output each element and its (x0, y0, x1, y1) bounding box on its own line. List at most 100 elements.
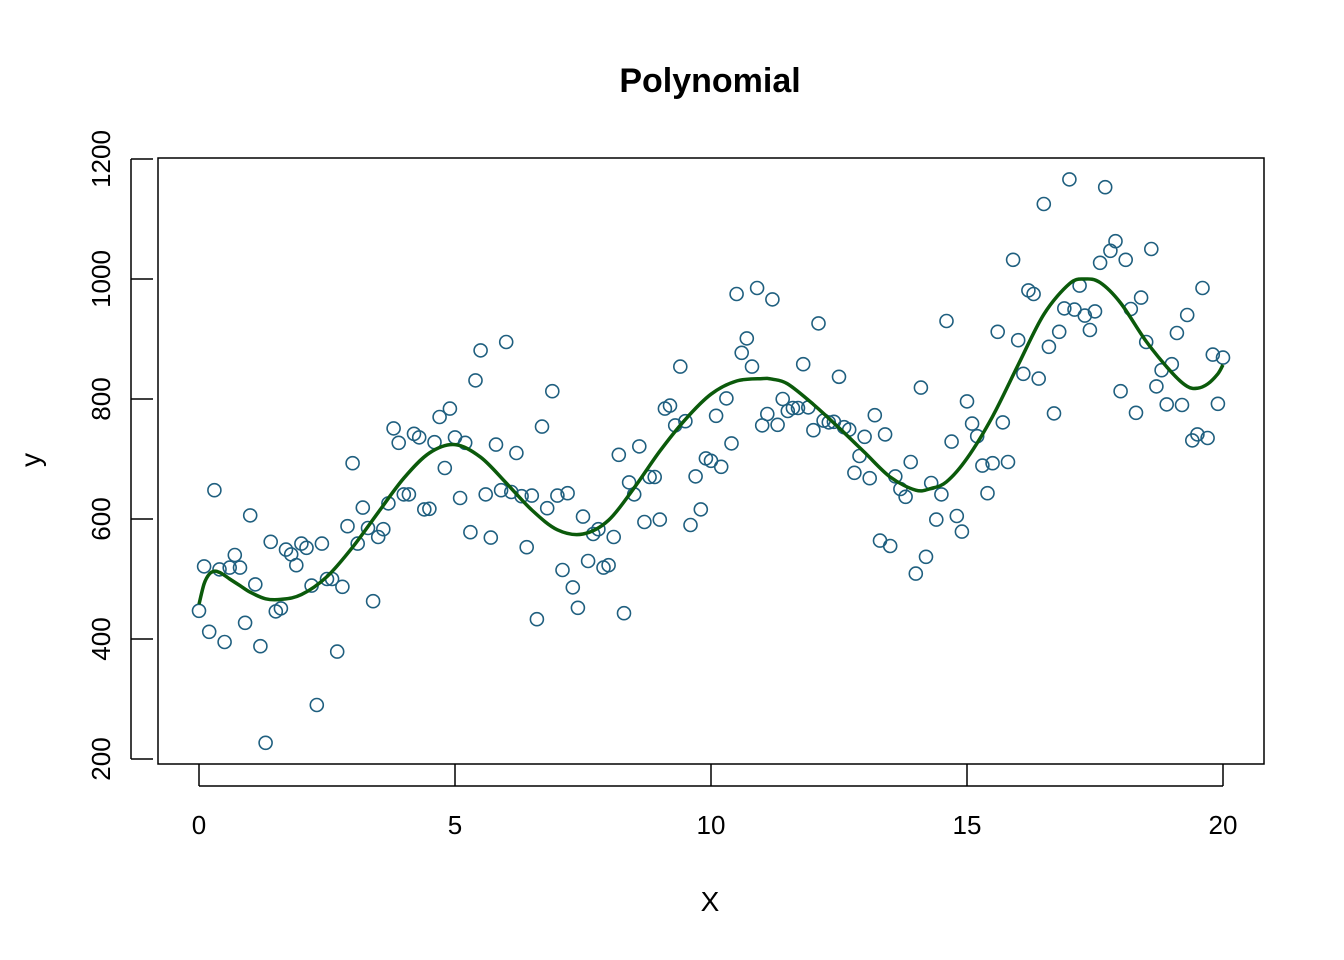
data-point (350, 536, 366, 551)
data-point (739, 331, 755, 346)
data-point (1031, 371, 1046, 386)
data-point (759, 406, 775, 422)
data-point (1057, 301, 1072, 316)
data-point (212, 562, 227, 577)
data-point (227, 547, 243, 563)
data-point (1118, 252, 1133, 268)
data-point (232, 560, 248, 575)
data-point (539, 500, 555, 516)
data-point (693, 502, 709, 517)
data-point (1036, 196, 1052, 212)
data-point (985, 455, 1000, 471)
data-point (1210, 396, 1226, 412)
y-tick-label: 1200 (86, 130, 116, 188)
data-point (1215, 350, 1231, 365)
fit-curve (197, 277, 1225, 605)
data-point (463, 524, 478, 540)
x-axis-label: X (701, 886, 720, 917)
y-axis-label: y (15, 453, 46, 467)
y-tick-label: 600 (86, 497, 116, 540)
y-tick-label: 200 (86, 737, 116, 780)
data-point (555, 562, 570, 578)
data-point (1113, 383, 1128, 399)
data-point (570, 600, 586, 616)
data-point (770, 417, 785, 433)
data-point (1010, 332, 1026, 348)
data-point (806, 422, 821, 438)
data-point (765, 292, 780, 307)
data-point (509, 445, 524, 461)
data-point (908, 566, 924, 581)
data-point (1190, 427, 1205, 442)
data-point (411, 430, 427, 445)
data-point (468, 373, 483, 388)
data-point (201, 624, 217, 640)
data-point (795, 356, 811, 372)
data-point (1015, 366, 1031, 382)
data-point (1179, 307, 1195, 323)
data-point (391, 435, 407, 451)
data-point (928, 512, 944, 527)
data-point (719, 391, 734, 406)
data-point (365, 593, 381, 609)
data-point (672, 359, 688, 374)
data-point (944, 434, 959, 449)
data-point (847, 465, 862, 481)
data-point (954, 524, 970, 539)
data-point (437, 460, 453, 476)
data-point (647, 469, 663, 485)
data-point (488, 437, 504, 452)
data-point (1200, 430, 1215, 446)
chart-title: Polynomial (619, 62, 800, 100)
data-point (396, 487, 412, 502)
data-point (1159, 397, 1174, 412)
data-point (319, 571, 335, 587)
data-point (493, 482, 509, 498)
data-point (980, 485, 995, 501)
data-point (401, 487, 417, 502)
data-point (995, 415, 1011, 430)
data-point (713, 459, 729, 475)
data-point (990, 324, 1006, 340)
data-point (191, 603, 207, 619)
data-point (688, 469, 703, 484)
data-point (1005, 252, 1021, 268)
data-point (329, 644, 345, 659)
data-point (544, 383, 560, 399)
data-point (591, 521, 606, 537)
data-point (678, 413, 693, 429)
data-point (724, 436, 739, 451)
data-point (637, 514, 652, 530)
data-point (416, 502, 432, 517)
data-point (831, 369, 847, 385)
data-point (575, 509, 591, 524)
data-point (524, 488, 540, 503)
x-tick-label: 10 (697, 810, 726, 840)
data-point (253, 638, 268, 654)
data-point (964, 416, 980, 431)
data-point (340, 518, 355, 534)
data-point (196, 559, 212, 574)
data-point (949, 508, 965, 524)
y-tick-label: 800 (86, 377, 116, 420)
data-point (975, 458, 990, 473)
data-point (248, 577, 263, 592)
data-point (263, 534, 279, 550)
data-point (514, 488, 529, 504)
data-point (1041, 339, 1057, 355)
data-point (452, 490, 468, 506)
x-tick-label: 0 (192, 810, 206, 840)
data-point (898, 489, 913, 505)
data-point (386, 421, 401, 436)
y-axis: 200 400 600 800 1000 1200 (86, 130, 153, 781)
data-point (355, 500, 371, 515)
data-point (432, 409, 447, 425)
data-point (1169, 325, 1185, 341)
data-point (237, 615, 253, 631)
data-point (335, 579, 350, 595)
data-point (314, 536, 330, 551)
data-point (708, 408, 724, 424)
data-point (483, 530, 499, 545)
data-point (867, 407, 883, 423)
